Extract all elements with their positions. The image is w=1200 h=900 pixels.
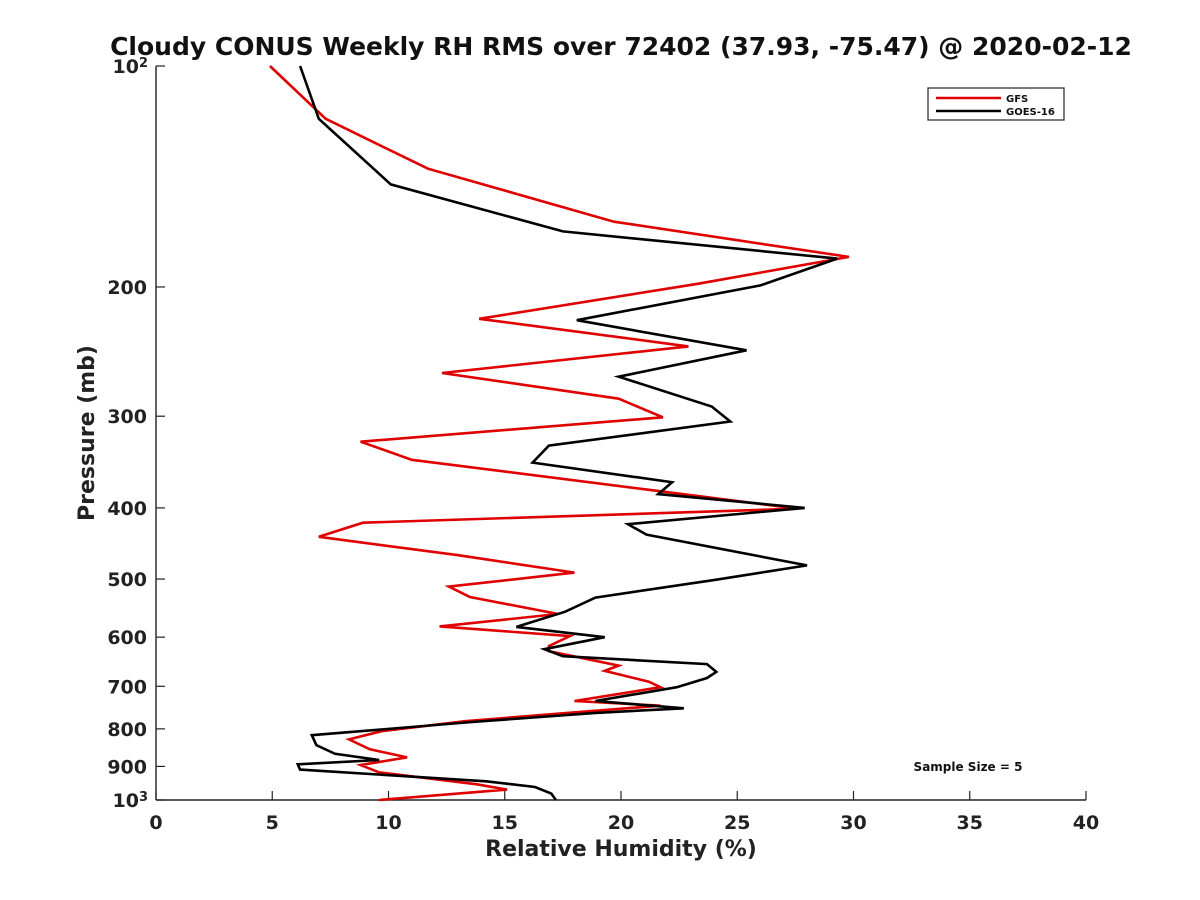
series-layer [269,65,850,802]
x-tick-label: 10 [375,812,401,834]
legend-box [927,87,1065,121]
plot-frame [155,66,1086,801]
legend: GFS GOES-16 [927,87,1065,121]
y-tick-label: 10 [113,790,139,812]
x-tick-label: 20 [608,812,634,834]
legend-label: GFS [1006,94,1028,105]
y-axis-label: Pressure (mb) [75,345,100,521]
y-tick-label: 700 [107,676,147,698]
y-tick-label: 300 [107,406,147,428]
y-tick-label: 800 [107,719,147,741]
y-tick-exponent: 2 [139,56,148,71]
y-tick-exponent: 3 [139,790,148,805]
y-tick-label: 400 [107,498,147,520]
x-tick-label: 5 [266,812,279,834]
series-line-gfs [269,65,850,802]
legend-label: GOES-16 [1006,107,1055,118]
y-tick-label: 600 [107,627,147,649]
x-tick-label: 30 [840,812,866,834]
y-tick-label: 10 [113,56,139,78]
x-tick-label: 25 [724,812,750,834]
x-axis-label: Relative Humidity (%) [485,837,757,862]
y-tick-label: 500 [107,569,147,591]
sample-size-annotation: Sample Size = 5 [914,760,1023,774]
x-tick-label: 40 [1073,812,1099,834]
y-tick-label: 900 [107,756,147,778]
x-axis-ticks: 0 5 10 15 20 25 30 35 40 [149,791,1099,834]
chart-title: Cloudy CONUS Weekly RH RMS over 72402 (3… [110,32,1132,61]
x-tick-label: 0 [149,812,162,834]
series-line-goes-16 [295,65,838,801]
x-tick-label: 35 [957,812,983,834]
x-tick-label: 15 [492,812,518,834]
y-tick-label: 200 [107,277,147,299]
